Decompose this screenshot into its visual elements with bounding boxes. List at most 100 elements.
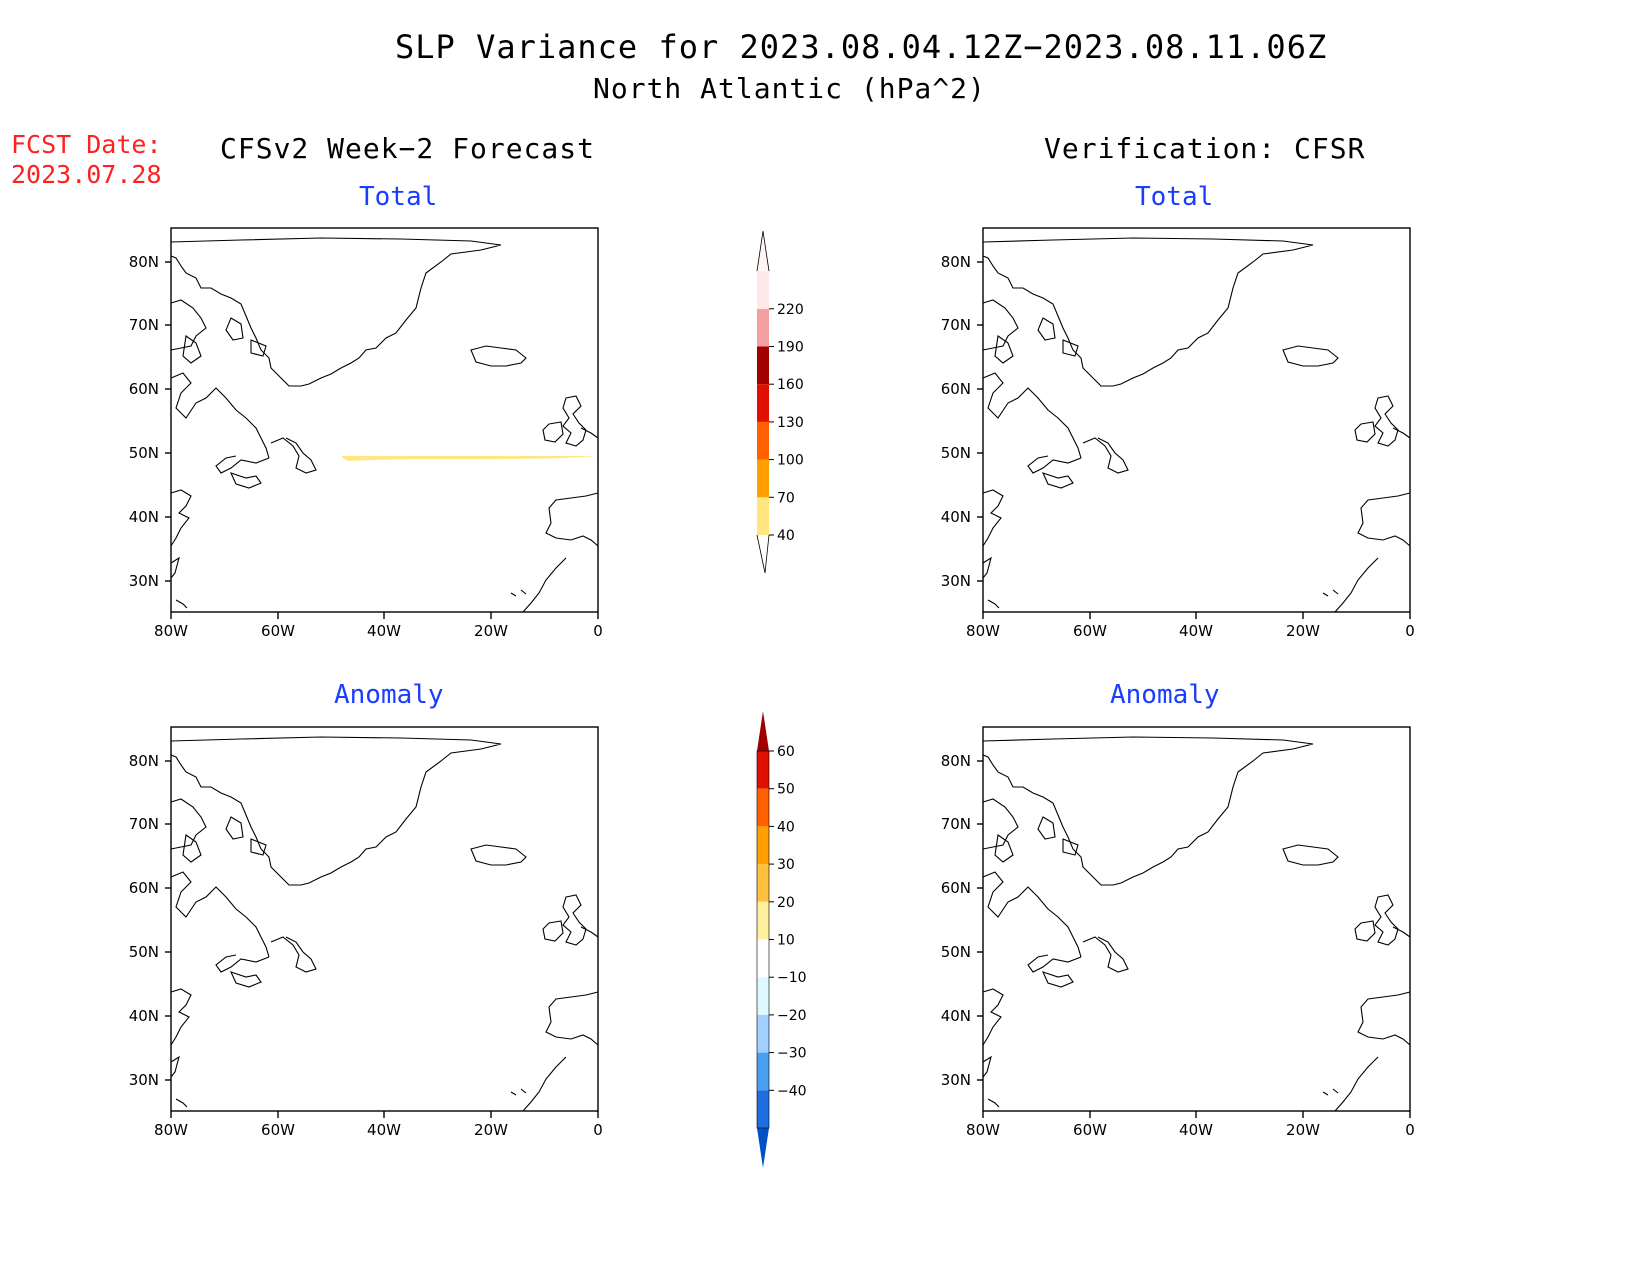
verification-total-contour-70 xyxy=(1173,407,1287,504)
lat-tick-label: 40N xyxy=(129,1007,159,1025)
lat-tick-label: 40N xyxy=(941,1007,971,1025)
colorbar-anomaly: 60 50 40 30 20 10 −10 −20 −30 −40 xyxy=(756,711,807,1168)
colorbar-anomaly-label: −20 xyxy=(777,1008,807,1024)
chart-title: SLP Variance for 2023.08.04.12Z−2023.08.… xyxy=(395,28,1328,66)
lon-tick-label: 40W xyxy=(367,1121,401,1139)
colorbar-total-segment xyxy=(757,459,769,498)
lon-tick-label: 80W xyxy=(154,622,188,640)
verification-anomaly-contour-20 xyxy=(1038,902,1307,1050)
lat-tick-label: 50N xyxy=(129,943,159,961)
lon-tick-label: 20W xyxy=(474,1121,508,1139)
axis-labels: 80N 70N 60N 50N 40N 30N 80W 60W 40W 20W 0 80N 70N 60N… xyxy=(129,253,1415,1139)
colorbar-anomaly-min-triangle xyxy=(757,1128,769,1168)
lat-tick-label: 80N xyxy=(941,752,971,770)
lat-tick-label: 60N xyxy=(941,380,971,398)
lon-tick-label: 0 xyxy=(1405,1121,1415,1139)
colorbar-anomaly-label: −40 xyxy=(777,1083,807,1099)
lat-tick-label: 80N xyxy=(941,253,971,271)
forecast-total-contour-40 xyxy=(342,456,598,461)
lat-tick-label: 70N xyxy=(129,316,159,334)
colorbar-anomaly-segment xyxy=(757,1052,769,1091)
forecast-total-label: Total xyxy=(359,182,438,212)
panel-forecast-total xyxy=(164,227,599,620)
colorbar-anomaly-label: 30 xyxy=(777,857,795,873)
verification-anomaly-contour-60 xyxy=(1181,922,1276,1010)
verification-total-label: Total xyxy=(1135,182,1214,212)
verification-anomaly-negative-contour-30-east xyxy=(1313,872,1358,902)
colorbar-total-segment xyxy=(757,384,769,422)
lon-tick-label: 60W xyxy=(1073,622,1107,640)
colorbar-total-label: 70 xyxy=(777,490,795,506)
lon-tick-label: 0 xyxy=(593,622,603,640)
verification-anomaly-east-contour-20 xyxy=(1365,795,1410,879)
lat-tick-label: 70N xyxy=(129,815,159,833)
colorbar-total-segment xyxy=(757,497,769,535)
panel-verification-anomaly xyxy=(976,726,1411,1119)
lon-tick-label: 0 xyxy=(593,1121,603,1139)
lat-tick-label: 80N xyxy=(129,752,159,770)
colorbar-total-label: 220 xyxy=(777,302,804,318)
verification-total-north-contour-40 xyxy=(1355,288,1410,394)
lat-tick-label: 30N xyxy=(941,1071,971,1089)
colorbar-anomaly-label: 10 xyxy=(777,933,795,949)
colorbar-total-max-triangle xyxy=(756,231,770,272)
fcst-date-label: FCST Date: xyxy=(11,130,162,159)
colorbar-total-label: 160 xyxy=(777,377,804,393)
colorbar-anomaly-label: 60 xyxy=(777,744,795,760)
lon-tick-label: 40W xyxy=(1179,1121,1213,1139)
colorbar-anomaly-max-triangle xyxy=(757,711,769,751)
verification-anomaly-north-contour-10 xyxy=(1375,735,1410,775)
colorbar-anomaly-segment xyxy=(757,826,769,865)
lat-tick-label: 60N xyxy=(129,879,159,897)
lon-tick-label: 0 xyxy=(1405,622,1415,640)
lon-tick-label: 60W xyxy=(261,1121,295,1139)
verification-total-north-contour-70 xyxy=(1378,338,1410,383)
verification-anomaly-east-contour-10 xyxy=(1343,782,1410,887)
verification-anomaly-negative-contour-30-west xyxy=(1118,894,1166,929)
forecast-anomaly-small-negative xyxy=(409,982,431,988)
verification-anomaly-contour-30 xyxy=(1053,909,1296,1036)
verification-column-title: Verification: CFSR xyxy=(1044,132,1366,165)
verification-anomaly-contour-10 xyxy=(983,902,1323,1073)
verification-anomaly-contour-50 xyxy=(1175,917,1283,1018)
colorbar-total-segment xyxy=(757,308,769,347)
lon-tick-label: 40W xyxy=(1179,622,1213,640)
lat-tick-label: 30N xyxy=(129,1071,159,1089)
colorbar-total-label: 130 xyxy=(777,415,804,431)
forecast-column-title: CFSv2 Week−2 Forecast xyxy=(220,132,596,165)
colorbar-anomaly-label: 20 xyxy=(777,895,795,911)
verification-total-contour-40 xyxy=(1043,392,1320,529)
lat-tick-label: 60N xyxy=(129,380,159,398)
lat-tick-label: 70N xyxy=(941,815,971,833)
colorbar-anomaly-segment xyxy=(757,1090,769,1128)
verification-anomaly-east-contour-60 xyxy=(1395,842,1410,871)
forecast-anomaly-contour-10 xyxy=(348,884,598,982)
verification-anomaly-west-contour-30 xyxy=(1043,967,1108,989)
colorbar-anomaly-segment xyxy=(757,901,769,940)
colorbar-total-min-triangle xyxy=(756,534,770,574)
colorbar-total: 40 70 100 130 160 190 220 xyxy=(756,231,804,574)
colorbar-total-segment xyxy=(757,271,769,309)
panel-forecast-anomaly xyxy=(164,726,599,1119)
verification-anomaly-label: Anomaly xyxy=(1110,680,1220,710)
lon-tick-label: 80W xyxy=(966,622,1000,640)
lat-tick-label: 50N xyxy=(941,444,971,462)
verification-total-contour-190 xyxy=(1235,435,1240,440)
lon-tick-label: 40W xyxy=(367,622,401,640)
lon-tick-label: 60W xyxy=(1073,1121,1107,1139)
verification-total-contour-160 xyxy=(1224,434,1251,458)
lat-tick-label: 80N xyxy=(129,253,159,271)
colorbar-total-label: 100 xyxy=(777,453,804,469)
verification-anomaly-east-contour-40 xyxy=(1383,825,1410,875)
colorbar-anomaly-label: 50 xyxy=(777,782,795,798)
colorbar-total-label: 190 xyxy=(777,340,804,356)
verification-total-contour-100 xyxy=(1183,417,1275,491)
lon-tick-label: 20W xyxy=(1286,1121,1320,1139)
colorbar-anomaly-segment xyxy=(757,939,769,978)
colorbar-anomaly-label: −30 xyxy=(777,1046,807,1062)
panel-verification-total xyxy=(976,227,1411,620)
lat-tick-label: 40N xyxy=(129,508,159,526)
verification-anomaly-negative-contour-20 xyxy=(983,813,1373,937)
lat-tick-label: 50N xyxy=(129,444,159,462)
